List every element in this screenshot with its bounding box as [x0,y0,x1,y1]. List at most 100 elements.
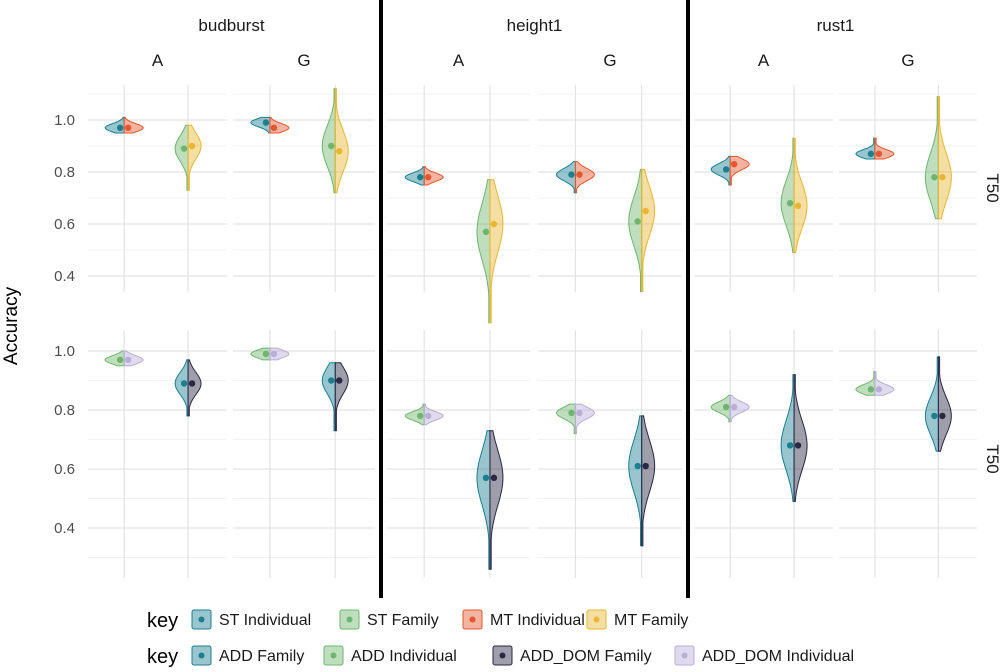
mean-point-mt-individual [875,150,883,157]
violin-half-add-family [780,374,795,502]
violin-half-mt-family [334,88,349,194]
mean-point-add-dom-family [939,412,946,420]
violin-half-mt-family [489,179,504,324]
legend-title: key [147,646,178,668]
labels: 1.0 0.8 0.6 0.4 1.0 0.8 0.6 0.4 budburst height1 r… [1,0,1002,598]
mean-point-mt-individual [576,171,583,178]
violin-half-st-family [174,124,189,191]
legend-label: ADD Family [219,648,304,665]
mean-point-st-individual [416,174,424,181]
y-tick-label: 0.8 [54,402,75,419]
violin-half-add-family [321,362,336,432]
row-label: T50 [983,444,1002,473]
violin-half-mt-family [937,96,952,220]
violin-half-add-dom-family [641,415,656,547]
mean-point-st-individual [116,124,124,131]
legend-label: ST Individual [219,612,311,629]
violin-half-add-dom-individual [729,394,750,423]
violin-half-st-individual [555,161,576,194]
mean-point-st-individual [722,166,730,173]
violin-half-mt-individual [729,155,750,186]
violin-half-st-family [321,88,336,194]
y-tick-label: 0.4 [54,520,75,537]
violin-half-st-individual [710,155,731,186]
row-label: T50 [983,173,1002,202]
violin-half-st-family [628,168,643,293]
mean-point-st-family [328,142,335,150]
model-label-G: G [297,51,310,70]
mean-point-add-family [634,462,641,470]
legend-swatch-point [346,616,353,623]
mean-point-add-dom-individual [576,409,583,417]
mean-point-add-individual [722,403,730,411]
violin-half-mt-individual [423,166,444,186]
y-tick-label: 1.0 [54,112,75,129]
legend: key ST Individual ST Family MT Individual MT… [147,609,854,668]
violin-half-add-individual [404,403,425,426]
y-tick-label: 1.0 [54,343,75,360]
model-label-G: G [603,51,616,70]
mean-point-add-family [328,377,335,384]
mean-point-add-dom-individual [424,412,432,420]
mean-point-mt-family [939,174,946,181]
legend-swatch-point [198,616,205,623]
legend-swatch-point [198,652,205,659]
mean-point-st-family [180,145,188,152]
mean-point-add-dom-individual [875,386,883,393]
mean-point-add-individual [867,386,875,393]
mean-point-add-dom-family [794,442,802,449]
mean-point-add-dom-family [336,377,343,384]
mean-point-st-family [482,228,490,235]
legend-swatch-point [469,616,476,623]
mean-point-mt-individual [730,161,738,168]
y-tick-label: 0.6 [54,216,75,233]
mean-point-mt-individual [124,124,132,131]
mean-point-add-dom-family [188,380,196,387]
violin-half-add-dom-individual [423,403,444,426]
violin-half-mt-family [641,168,656,293]
mean-point-st-family [786,200,794,207]
gridlines [88,85,977,578]
legend-label: MT Family [614,612,688,629]
mean-point-mt-individual [424,174,432,181]
violin-half-add-individual [555,403,576,435]
mean-point-add-dom-individual [730,403,738,411]
y-axis-title: Accuracy [1,286,22,365]
y-tick-label: 0.6 [54,461,75,478]
violin-half-add-family [924,356,939,452]
violin-half-mt-family [187,124,202,191]
violin-half-add-family [628,415,643,547]
mean-point-st-family [931,174,938,181]
violin-half-st-family [924,96,939,220]
legend-label: ST Family [367,612,439,629]
mean-point-mt-family [188,142,196,150]
violin-half-add-dom-family [334,362,349,432]
mean-point-add-individual [568,409,575,417]
mean-point-add-family [931,412,938,420]
violin-half-st-family [476,179,491,324]
mean-point-mt-family [490,220,498,228]
legend-swatch-point [330,652,337,659]
mean-point-st-individual [568,171,575,178]
legend-swatch-point [499,652,506,659]
violin-half-add-dom-family [489,430,504,570]
mean-point-add-individual [416,412,424,420]
mean-point-add-dom-family [490,474,498,482]
legend-label: ADD Individual [351,648,457,665]
mean-point-add-dom-family [642,462,649,470]
mean-point-add-individual [116,356,124,364]
violin-half-mt-individual [574,161,595,194]
model-label-A: A [758,51,770,70]
legend-label: ADD_DOM Individual [702,648,854,665]
legend-swatch-point [681,652,688,659]
mean-point-add-dom-individual [270,350,278,358]
mean-point-add-individual [262,350,270,358]
mean-point-mt-individual [270,124,278,131]
y-tick-label: 0.8 [54,164,75,181]
mean-point-mt-family [642,207,649,215]
model-label-A: A [453,51,465,70]
facet-label-rust1: rust1 [817,16,855,35]
violin-half-add-dom-family [187,359,202,417]
violin-half-st-family [780,137,795,254]
